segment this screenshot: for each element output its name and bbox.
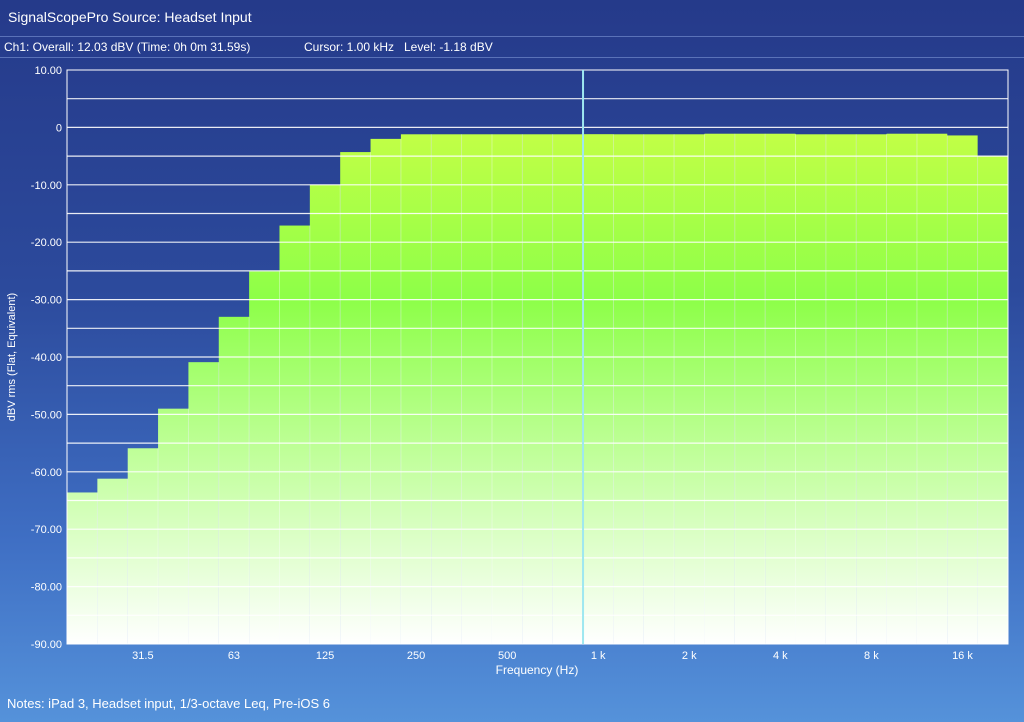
title-bar: SignalScopePro Source: Headset Input	[0, 0, 1024, 37]
y-axis-title: dBV rms (Flat, Equivalent)	[6, 293, 18, 421]
bar-25	[97, 478, 128, 644]
app-title: SignalScopePro Source: Headset Input	[8, 9, 252, 25]
x-tick-label: 31.5	[132, 650, 153, 662]
y-tick-label: -40.00	[31, 352, 62, 364]
y-tick-label: 0	[56, 122, 62, 134]
bar-31-5	[127, 448, 159, 644]
bar-63	[218, 316, 250, 644]
status-bar: Ch1: Overall: 12.03 dBV (Time: 0h 0m 31.…	[0, 37, 1024, 58]
bar-40	[158, 408, 189, 644]
bar-630	[522, 134, 553, 644]
bar-5-k	[795, 134, 826, 644]
cursor-readout: Cursor: 1.00 kHz	[304, 40, 395, 54]
y-tick-label: -60.00	[31, 467, 62, 479]
bar-20	[67, 492, 98, 644]
bar-12-5-k	[916, 133, 948, 644]
x-tick-label: 63	[228, 650, 240, 662]
x-tick-label: 250	[407, 650, 425, 662]
bar-6-3-k	[825, 134, 857, 644]
bar-315	[431, 134, 462, 644]
bar-10-k	[886, 133, 917, 644]
bar-2-k	[674, 134, 705, 644]
bar-50	[188, 362, 219, 644]
bar-200	[370, 138, 401, 644]
bar-20-k	[977, 156, 1008, 644]
spectrum-chart[interactable]: 10.00 0 -10.00 -20.00 -30.00 -40.00 -50.00 -60.…	[0, 58, 1024, 688]
y-tick-label: -10.00	[31, 180, 62, 192]
bar-2-5-k	[704, 133, 735, 644]
level-readout: Level: -1.18 dBV	[404, 40, 493, 54]
notes-text: Notes: iPad 3, Headset input, 1/3-octave…	[7, 696, 331, 711]
y-tick-label: -20.00	[31, 237, 62, 249]
plot-frame	[66, 69, 1009, 645]
x-tick-label: 2 k	[682, 650, 697, 662]
bar-80	[249, 271, 280, 644]
bar-500	[491, 134, 523, 644]
bar-1-6-k	[643, 134, 675, 644]
x-axis-title: Frequency (Hz)	[496, 663, 579, 677]
y-tick-label: -90.00	[31, 639, 62, 651]
overall-readout: Ch1: Overall: 12.03 dBV (Time: 0h 0m 31.…	[4, 40, 251, 54]
bar-1-25-k	[613, 134, 644, 644]
x-tick-label: 500	[498, 650, 516, 662]
y-tick-label: -80.00	[31, 582, 62, 594]
x-tick-label: 1 k	[591, 650, 606, 662]
bar-160	[340, 152, 371, 644]
bar-4-k	[765, 133, 796, 644]
x-tick-label: 8 k	[864, 650, 879, 662]
y-tick-label: 10.00	[34, 65, 62, 77]
bars-layer	[67, 133, 1008, 645]
x-tick-label: 4 k	[773, 650, 788, 662]
bar-800	[552, 134, 584, 644]
x-tick-labels: 31.5 63 125 250 500 1 k 2 k 4 k 8 k 16 k	[132, 650, 973, 662]
bar-8-k	[856, 134, 887, 644]
x-tick-label: 125	[316, 650, 334, 662]
y-tick-label: -70.00	[31, 524, 62, 536]
bar-3-15-k	[734, 133, 766, 644]
bar-1-k	[583, 134, 614, 644]
bar-250	[400, 134, 432, 644]
bar-100	[279, 225, 310, 644]
bar-400	[461, 134, 492, 644]
y-tick-labels: 10.00 0 -10.00 -20.00 -30.00 -40.00 -50.00 -60.…	[31, 65, 62, 651]
y-tick-label: -30.00	[31, 295, 62, 307]
bar-16-k	[947, 135, 978, 644]
y-tick-label: -50.00	[31, 409, 62, 421]
x-tick-label: 16 k	[952, 650, 973, 662]
